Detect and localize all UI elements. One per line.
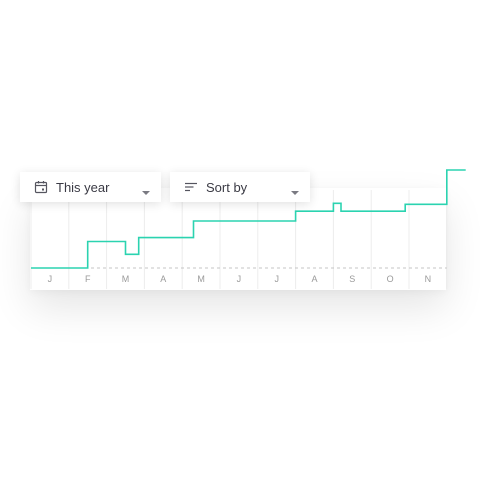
x-tick-label: J [48,274,53,284]
chevron-down-icon [290,184,300,195]
x-tick-label: S [349,274,355,284]
x-tick-label: J [274,274,279,284]
sort-by-label: Sort by [206,179,248,195]
x-tick-label: M [122,274,130,284]
date-range-label: This year [56,179,110,195]
sort-by-dropdown[interactable]: Sort by [170,172,310,202]
x-tick-label: J [237,274,242,284]
sort-lines-icon [184,180,198,194]
chart-card [30,188,446,290]
date-range-dropdown[interactable]: This year [20,172,161,202]
series-line [31,169,466,269]
x-tick-label: M [197,274,205,284]
chevron-down-icon [141,184,151,195]
x-tick-label: F [85,274,91,284]
x-tick-label: A [160,274,166,284]
calendar-icon [34,180,48,194]
x-tick-label: N [425,274,432,284]
x-tick-label: A [311,274,317,284]
x-tick-label: O [387,274,394,284]
